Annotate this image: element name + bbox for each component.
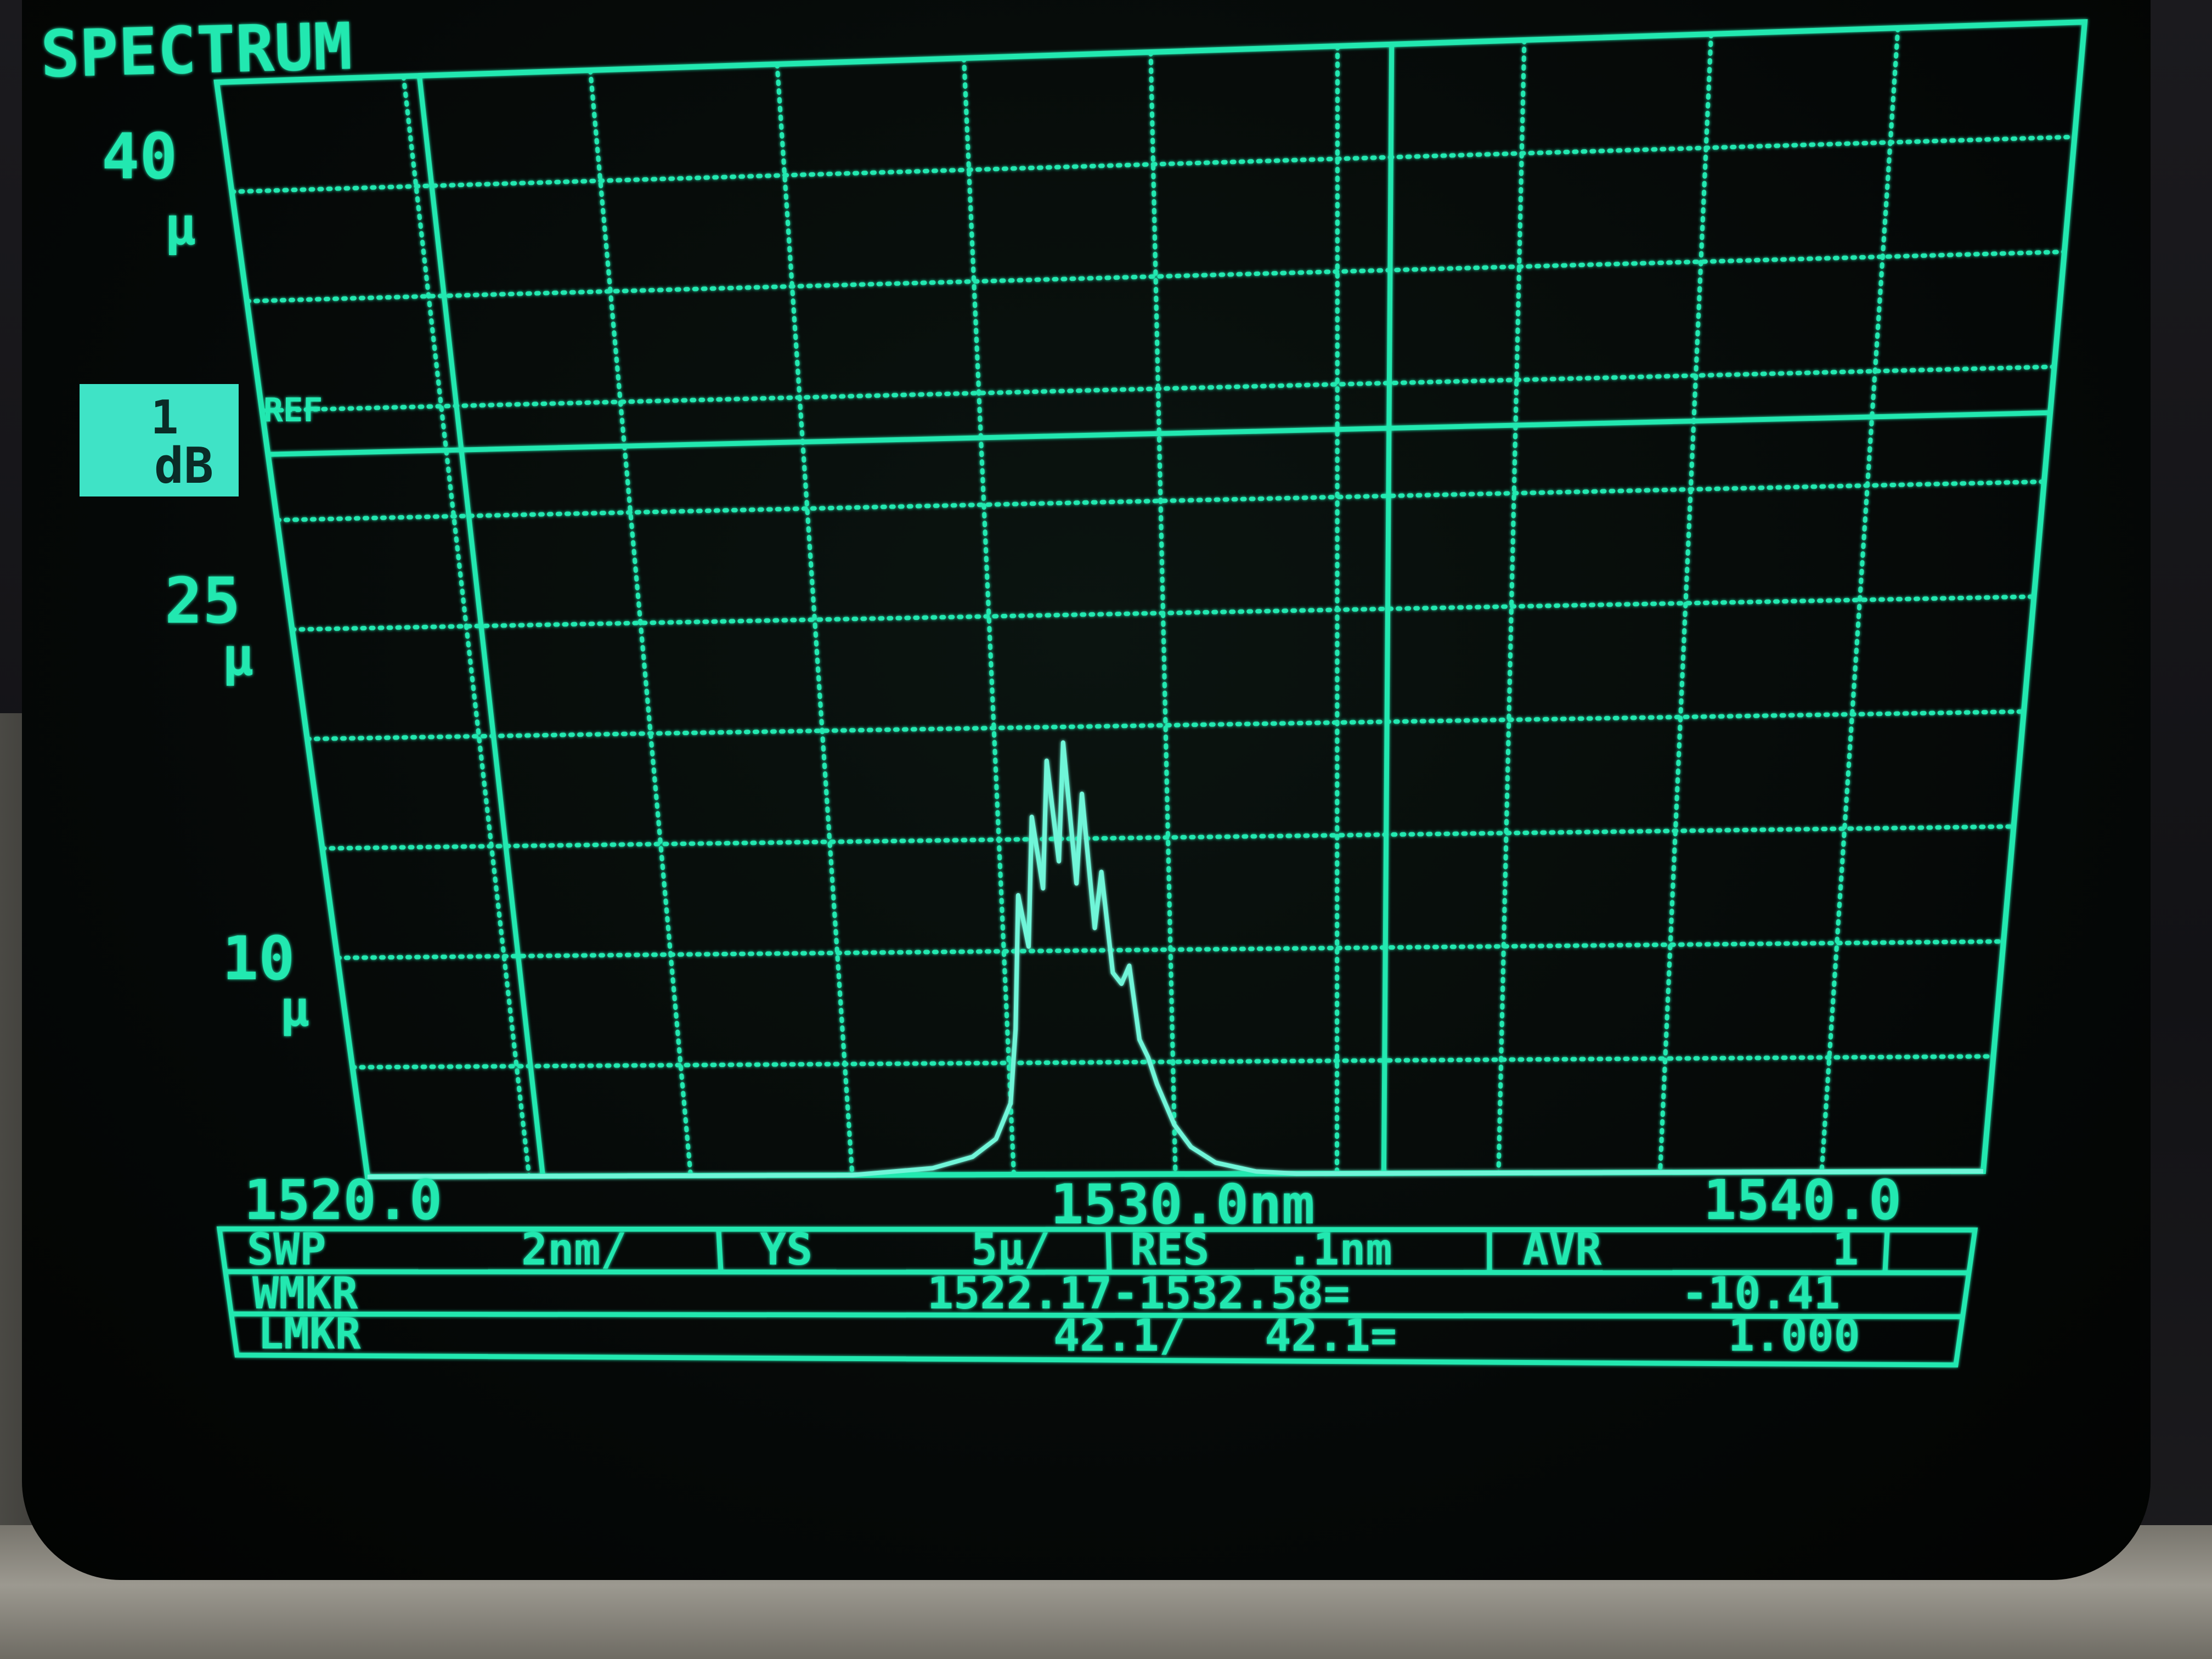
y-label-top-value: 40 xyxy=(101,120,177,194)
y-label-top-unit: µ xyxy=(165,196,196,257)
x-label-stop: 1540.0 xyxy=(1703,1168,1901,1232)
grid-line-horizontal xyxy=(247,252,2064,301)
status-table: SWP 2nm/ YS 5µ/ RES .1nm AVR 1 WMKR 1522… xyxy=(219,1224,1975,1365)
status-yscale-label: YS xyxy=(760,1224,812,1275)
status-sweep-value: 2nm/ xyxy=(521,1224,627,1275)
grid-line-vertical xyxy=(777,64,853,1175)
grid-line-vertical xyxy=(590,70,691,1176)
lmkr-label: LMKR xyxy=(258,1310,361,1359)
status-average-label: AVR xyxy=(1522,1224,1602,1275)
y-label-low-unit: µ xyxy=(280,980,309,1038)
plot-area xyxy=(217,22,2085,1177)
y-axis-labels: 40 µ 25 µ 10 µ xyxy=(101,120,309,1038)
lmkr-value: 42.1/ 42.1= xyxy=(1053,1310,1397,1361)
log-scale-indicator: 1 dB xyxy=(80,384,239,496)
lmkr-result: 1.000 xyxy=(1728,1310,1860,1361)
y-label-mid-unit: µ xyxy=(222,627,253,687)
x-label-start: 1520.0 xyxy=(244,1168,442,1232)
log-scale-unit: dB xyxy=(154,437,213,495)
grid-line-vertical xyxy=(1822,28,1898,1172)
spectrum-trace xyxy=(368,743,1983,1177)
